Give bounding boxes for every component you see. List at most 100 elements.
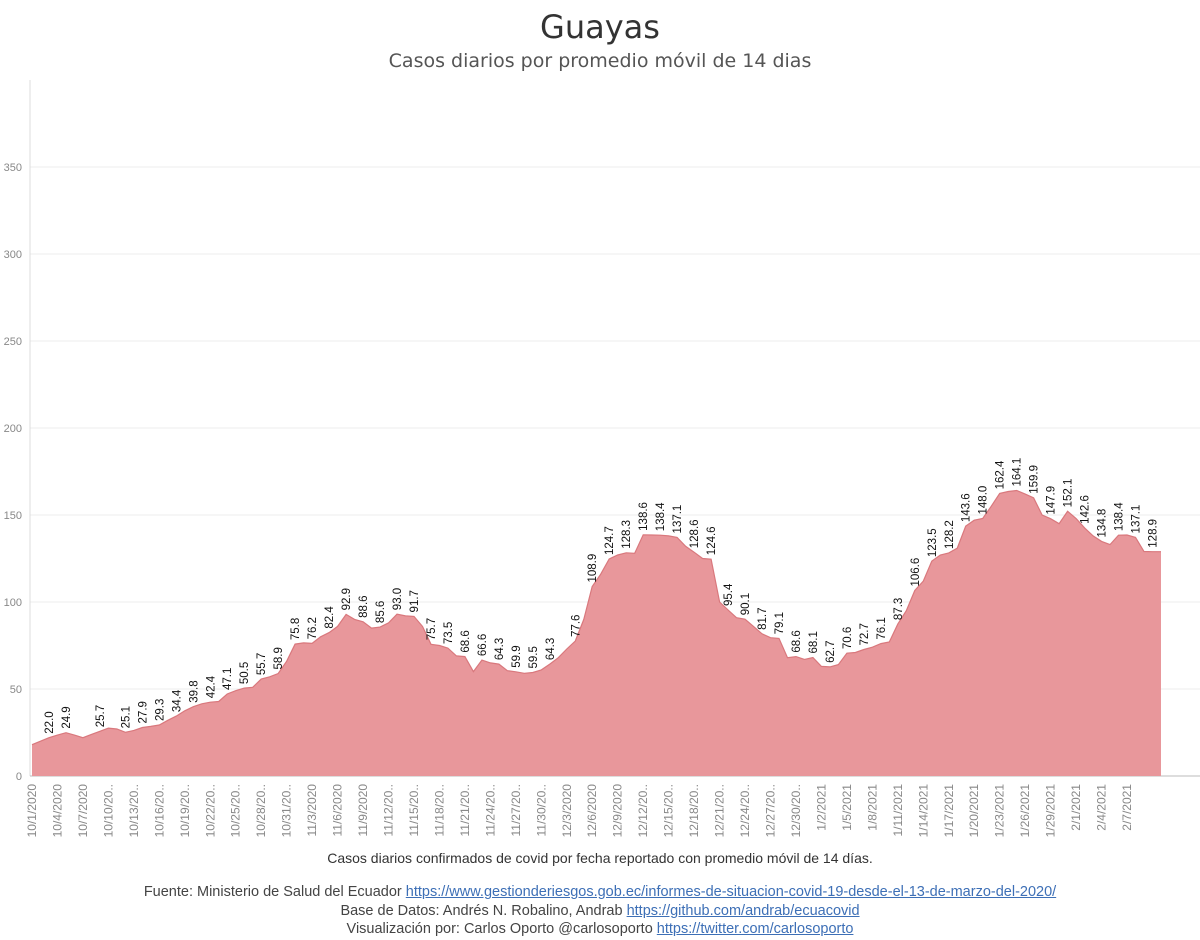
x-tick-label: 10/4/2020	[50, 784, 64, 838]
x-tick-label: 11/27/20..	[509, 784, 523, 837]
x-tick-label: 12/15/20..	[662, 784, 676, 837]
x-tick-label: 2/7/2021	[1120, 784, 1134, 831]
data-label: 106.6	[910, 558, 922, 587]
x-tick-label: 12/18/20..	[687, 784, 701, 837]
data-label: 90.1	[740, 593, 752, 615]
x-tick-label: 10/10/20..	[101, 784, 115, 837]
x-tick-label: 10/25/20..	[229, 784, 243, 837]
data-label: 93.0	[392, 588, 404, 610]
x-tick-label: 1/26/2021	[1018, 784, 1032, 838]
data-label: 164.1	[1012, 458, 1024, 487]
data-label: 68.6	[460, 630, 472, 652]
data-label: 73.5	[443, 622, 455, 644]
x-tick-label: 2/4/2021	[1095, 784, 1109, 831]
data-label: 25.1	[120, 706, 132, 728]
x-tick-label: 10/13/20..	[127, 784, 141, 837]
data-label: 22.0	[44, 711, 56, 733]
data-label: 75.7	[426, 618, 438, 640]
data-label: 143.6	[961, 493, 973, 522]
x-tick-label: 10/19/20..	[178, 784, 192, 837]
x-tick-label: 11/3/2020	[305, 784, 319, 837]
data-label: 76.2	[307, 617, 319, 639]
data-label: 137.1	[1131, 505, 1143, 534]
data-label: 68.1	[808, 631, 820, 653]
data-label: 128.3	[621, 520, 633, 549]
data-label: 85.6	[375, 601, 387, 623]
y-tick-label: 350	[4, 162, 22, 174]
data-label: 72.7	[859, 623, 871, 645]
data-label: 81.7	[757, 607, 769, 629]
x-tick-label: 10/31/20..	[280, 784, 294, 837]
y-tick-label: 150	[4, 510, 22, 522]
x-tick-label: 1/2/2021	[814, 784, 828, 831]
data-label: 27.9	[137, 701, 149, 723]
data-label: 50.5	[239, 662, 251, 684]
x-tick-label: 12/3/2020	[560, 784, 574, 838]
data-label: 137.1	[672, 505, 684, 534]
area-fill	[32, 490, 1161, 776]
data-label: 142.6	[1080, 495, 1092, 524]
footer-source-label: Fuente: Ministerio de Salud del Ecuador	[143, 884, 402, 900]
footer-source: Fuente: Ministerio de Salud del Ecuador …	[0, 884, 1200, 900]
data-label: 59.9	[511, 645, 523, 667]
x-tick-label: 11/15/20..	[407, 784, 421, 837]
x-tick-label: 10/28/20..	[254, 784, 268, 837]
data-label: 42.4	[205, 675, 217, 698]
y-tick-label: 100	[4, 597, 22, 609]
footer-database: Base de Datos: Andrés N. Robalino, Andra…	[0, 903, 1200, 919]
x-tick-label: 1/11/2021	[891, 784, 905, 837]
data-label: 138.6	[638, 502, 650, 531]
footer-source-link[interactable]: https://www.gestionderiesgos.gob.ec/info…	[405, 884, 1057, 900]
x-tick-label: 11/30/20..	[534, 784, 548, 837]
chart-title: Guayas	[540, 8, 660, 46]
footer-db-link[interactable]: https://github.com/andrab/ecuacovid	[626, 903, 860, 919]
chart-caption: Casos diarios confirmados de covid por f…	[327, 850, 873, 866]
data-label: 123.5	[927, 528, 939, 557]
data-label: 62.7	[825, 641, 837, 663]
x-tick-label: 10/22/20..	[203, 784, 217, 837]
data-label: 128.6	[689, 519, 701, 548]
area-line	[31, 489, 1161, 746]
y-tick-label: 200	[4, 423, 22, 435]
x-tick-label: 1/20/2021	[967, 784, 981, 838]
x-tick-label: 1/14/2021	[916, 784, 930, 838]
data-label: 68.6	[791, 630, 803, 652]
y-tick-label: 0	[16, 771, 22, 783]
chart-subtitle: Casos diarios por promedio móvil de 14 d…	[388, 50, 812, 72]
x-tick-label: 12/30/20..	[789, 784, 803, 837]
x-tick-label: 12/6/2020	[585, 784, 599, 838]
data-label: 47.1	[222, 668, 234, 690]
y-axis: 0 50 100 150 200 250 300 350	[4, 162, 22, 783]
data-label: 64.3	[545, 638, 557, 660]
y-tick-label: 300	[4, 249, 22, 261]
x-tick-label: 10/16/20..	[152, 784, 166, 837]
data-label: 92.9	[341, 588, 353, 610]
footer-viz-label: Visualización por: Carlos Oporto @carlos…	[346, 921, 653, 937]
data-label: 108.9	[587, 554, 599, 583]
x-tick-label: 1/29/2021	[1044, 784, 1058, 838]
data-label: 91.7	[409, 590, 421, 612]
y-tick-label: 250	[4, 336, 22, 348]
x-axis: 10/1/2020 10/4/2020 10/7/2020 10/10/20.. 10/…	[25, 784, 1134, 838]
data-label: 152.1	[1063, 479, 1075, 508]
data-label: 34.4	[171, 689, 183, 712]
footer-viz-link[interactable]: https://twitter.com/carlosoporto	[656, 921, 854, 937]
x-tick-label: 11/24/20..	[483, 784, 497, 837]
data-label: 66.6	[477, 634, 489, 656]
data-label: 76.1	[876, 617, 888, 639]
x-tick-label: 1/5/2021	[840, 784, 854, 831]
x-tick-label: 11/21/20..	[458, 784, 472, 837]
data-label: 58.9	[273, 647, 285, 669]
x-tick-label: 11/9/2020	[356, 784, 370, 837]
data-label: 75.8	[290, 618, 302, 640]
data-label: 128.2	[944, 520, 956, 549]
x-tick-label: 2/1/2021	[1069, 784, 1083, 831]
x-tick-label: 12/12/20..	[636, 784, 650, 837]
x-tick-label: 12/24/20..	[738, 784, 752, 837]
data-label: 162.4	[995, 460, 1007, 489]
x-tick-label: 11/18/20..	[432, 784, 446, 837]
data-label: 55.7	[256, 653, 268, 675]
data-label: 87.3	[893, 598, 905, 620]
area-chart: 0 50 100 150 200 250 300 350 10/1/2020 10/4/2020…	[4, 80, 1200, 838]
data-label: 134.8	[1097, 509, 1109, 538]
